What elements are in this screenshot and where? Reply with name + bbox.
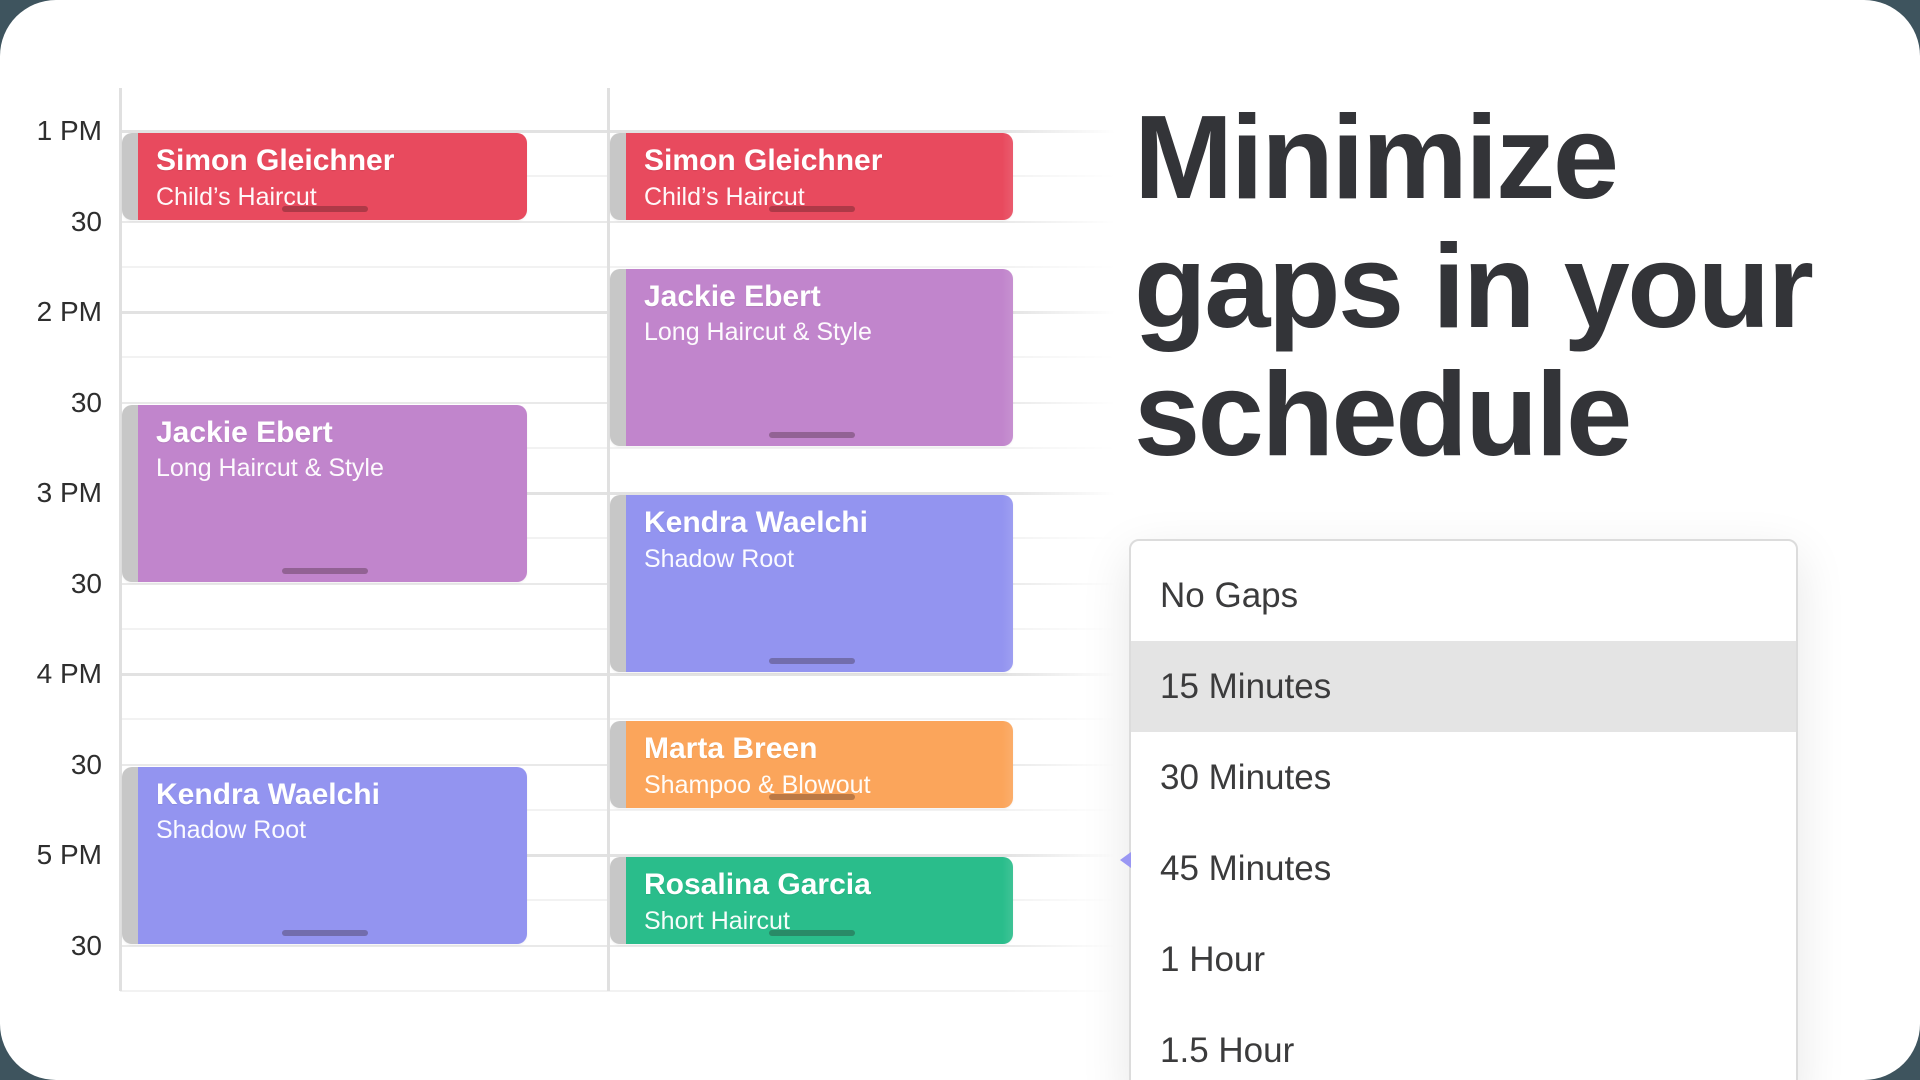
dropdown-option[interactable]: 1 Hour [1160,940,1266,979]
event-client-name: Simon Gleichner [156,144,395,177]
time-label: 3 PM [36,477,102,508]
grid-line [120,492,1132,495]
event-body: Jackie Ebert Long Haircut & Style [626,268,1013,446]
event-block[interactable]: Kendra Waelchi Shadow Root [122,766,527,944]
event-service-name: Shampoo & Blowout [644,770,871,799]
event-client-name: Kendra Waelchi [156,777,380,811]
dropdown-option[interactable]: 15 Minutes [1131,641,1796,732]
event-drag-bar[interactable] [281,205,368,212]
event-body: Marta Breen Shampoo & Blowout [626,721,1013,808]
time-label: 30 [70,205,102,237]
grid-line [120,854,1132,857]
grid-line [120,265,1132,268]
event-block[interactable]: Marta Breen Shampoo & Blowout [610,721,1013,808]
headline: Minimize gaps in your schedule [1134,91,1814,482]
grid-line [120,673,1132,676]
time-label: 30 [70,748,102,780]
event-service-name: Long Haircut & Style [644,318,872,347]
event-resize-handle[interactable] [122,133,138,220]
event-drag-bar[interactable] [281,929,368,936]
event-client-name: Marta Breen [644,732,818,766]
event-service-name: Child’s Haircut [644,182,805,211]
time-label: 4 PM [36,658,102,689]
grid-line [120,808,1132,811]
event-service-name: Long Haircut & Style [156,454,384,482]
event-drag-bar[interactable] [768,793,855,800]
event-body: Jackie Ebert Long Haircut & Style [138,404,527,582]
event-resize-handle[interactable] [122,404,138,582]
event-block[interactable]: Kendra Waelchi Shadow Root [610,495,1013,672]
time-label: 30 [70,386,102,418]
event-drag-bar[interactable] [768,205,855,212]
event-drag-bar[interactable] [281,567,368,574]
dropdown-option[interactable]: 45 Minutes [1160,849,1332,888]
event-service-name: Shadow Root [156,816,307,844]
event-service-name: Short Haircut [644,906,790,935]
event-client-name: Jackie Ebert [644,279,821,313]
event-drag-bar[interactable] [768,929,855,936]
event-block[interactable]: Jackie Ebert Long Haircut & Style [122,404,527,582]
event-service-name: Child’s Haircut [156,182,317,211]
time-label: 30 [70,929,102,961]
event-resize-handle[interactable] [610,721,626,808]
time-label: 2 PM [36,296,102,327]
headline-line: gaps in your [1134,219,1814,353]
event-resize-handle[interactable] [122,766,138,944]
dropdown-option[interactable]: No Gaps [1160,576,1299,615]
dropdown-option[interactable]: 1.5 Hour [1160,1031,1295,1070]
event-service-name: Shadow Root [644,544,795,573]
event-client-name: Kendra Waelchi [644,506,868,539]
grid-line [120,989,1132,992]
event-block[interactable]: Jackie Ebert Long Haircut & Style [610,268,1013,446]
event-resize-handle[interactable] [610,857,626,944]
column-divider [607,88,610,991]
time-label: 1 PM [36,115,102,146]
event-body: Simon Gleichner Child’s Haircut [626,133,1013,220]
grid-line [120,446,1132,449]
event-client-name: Rosalina Garcia [644,868,871,901]
gap-options-dropdown: No Gaps 15 Minutes 30 Minutes 45 Minutes 1 H… [1120,539,1798,1080]
event-resize-handle[interactable] [610,133,626,220]
event-drag-bar[interactable] [768,658,855,664]
dropdown-option-list: No Gaps 15 Minutes 30 Minutes 45 Minutes 1 H… [1131,550,1796,1080]
time-gutter: 1 PM 30 2 PM 30 3 PM 30 4 PM 30 5 PM 30 [0,0,102,1080]
headline-line: schedule [1134,348,1632,482]
event-resize-handle[interactable] [610,268,626,446]
event-client-name: Simon Gleichner [644,144,883,177]
headline-line: Minimize [1134,91,1619,224]
grid-line [120,220,1132,223]
grid-line [120,718,1132,721]
event-body: Kendra Waelchi Shadow Root [626,495,1013,672]
dropdown-option[interactable]: 30 Minutes [1160,758,1332,797]
event-block[interactable]: Simon Gleichner Child’s Haircut [610,133,1013,220]
event-client-name: Jackie Ebert [156,415,333,449]
time-label: 5 PM [36,839,102,870]
grid-line [120,944,1132,947]
dropdown-caret-icon [1120,852,1131,868]
event-drag-bar[interactable] [768,431,855,438]
event-body: Kendra Waelchi Shadow Root [138,766,527,944]
grid-line [120,130,1132,133]
event-resize-handle[interactable] [610,495,626,672]
event-block[interactable]: Simon Gleichner Child’s Haircut [122,133,527,220]
event-body: Rosalina Garcia Short Haircut [626,857,1013,944]
column-divider [119,88,122,991]
time-label: 30 [70,567,102,599]
event-block[interactable]: Rosalina Garcia Short Haircut [610,857,1013,944]
event-body: Simon Gleichner Child’s Haircut [138,133,527,220]
